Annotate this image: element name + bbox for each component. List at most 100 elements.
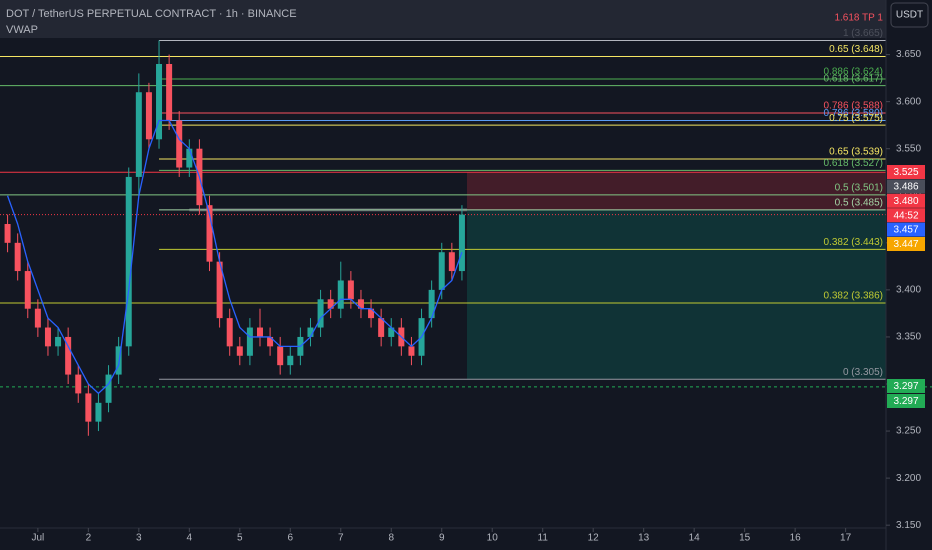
candle-body xyxy=(145,92,152,140)
candle-body xyxy=(317,299,324,328)
x-tick-label: 13 xyxy=(638,533,650,544)
price-tag xyxy=(887,165,925,179)
x-tick-label: 16 xyxy=(790,533,802,544)
currency-button-label[interactable]: USDT xyxy=(896,10,923,21)
y-tick-label: 3.200 xyxy=(896,473,921,484)
candle-body xyxy=(236,346,243,356)
candle-body xyxy=(105,374,112,403)
candle-body xyxy=(368,308,375,319)
candle-body xyxy=(267,336,274,347)
candle-body xyxy=(428,289,435,319)
top-note: 1.618 TP 1 xyxy=(834,13,883,24)
x-tick-label: 2 xyxy=(86,533,92,544)
candle-body xyxy=(256,327,263,337)
price-tag-label: 3.457 xyxy=(893,225,918,236)
fib-label: 0 (3.305) xyxy=(843,367,883,378)
x-tick-label: 17 xyxy=(840,533,852,544)
candle-body xyxy=(14,242,21,272)
y-tick-label: 3.400 xyxy=(896,285,921,296)
fib-label: 0.618 (3.527) xyxy=(824,158,884,169)
candle-body xyxy=(347,280,354,300)
x-tick-label: 10 xyxy=(487,533,499,544)
candle-body xyxy=(55,336,62,347)
fib-label: 0.65 (3.648) xyxy=(829,44,883,55)
fib-label: 0.786 (3.580) xyxy=(824,108,884,119)
x-tick-label: 4 xyxy=(187,533,193,544)
fib-label: 0.5 (3.485) xyxy=(835,198,883,209)
x-tick-label: 14 xyxy=(689,533,701,544)
candle-body xyxy=(246,327,253,356)
indicator-label: VWAP xyxy=(6,24,38,36)
candle-body xyxy=(34,308,41,328)
price-tag-label: 3.297 xyxy=(893,381,918,392)
candle-body xyxy=(458,214,465,272)
fib-label: 0.75 (3.575) xyxy=(829,113,883,124)
fib-label: 0.5 (3.501) xyxy=(835,182,883,193)
y-tick-label: 3.250 xyxy=(896,426,921,437)
fib-label: 0.65 (3.539) xyxy=(829,147,883,158)
candle-body xyxy=(307,327,314,337)
candle-body xyxy=(65,336,72,375)
x-tick-label: 8 xyxy=(388,533,394,544)
candle-body xyxy=(357,299,364,309)
candle-body xyxy=(388,327,395,337)
candle-body xyxy=(438,252,445,290)
price-tag xyxy=(887,379,925,393)
price-tag xyxy=(887,222,925,237)
price-tag xyxy=(887,193,925,208)
candle-body xyxy=(216,261,223,319)
price-tag xyxy=(887,237,925,251)
fib-label: 0.382 (3.443) xyxy=(824,237,884,248)
candle-body xyxy=(44,327,51,347)
fib-label: 0.618 (3.617) xyxy=(824,73,884,84)
stop-zone xyxy=(466,172,886,210)
candle-body xyxy=(206,205,213,262)
candle-body xyxy=(287,355,294,366)
price-tag xyxy=(887,394,925,408)
x-tick-label: 6 xyxy=(288,533,294,544)
y-tick-label: 3.550 xyxy=(896,143,921,154)
chart-title: DOT / TetherUS PERPETUAL CONTRACT · 1h ·… xyxy=(6,8,297,20)
candle-body xyxy=(24,271,31,309)
candle-body xyxy=(277,346,284,366)
price-tag-label: 3.480 xyxy=(893,196,918,207)
x-tick-label: 7 xyxy=(338,533,344,544)
candle-body xyxy=(327,299,334,309)
candle-body xyxy=(85,393,92,422)
candle-body xyxy=(95,402,102,422)
currency-button[interactable] xyxy=(890,2,929,28)
price-tag xyxy=(887,208,925,223)
x-tick-label: 5 xyxy=(237,533,243,544)
candle-body xyxy=(378,318,385,337)
fib-label: 0.382 (3.386) xyxy=(824,291,884,302)
y-tick-label: 3.600 xyxy=(896,96,921,107)
x-tick-label: 15 xyxy=(739,533,751,544)
price-tag-label: 3.297 xyxy=(893,396,918,407)
fib-label: 0.886 (3.624) xyxy=(824,67,884,78)
x-tick-label: Jul xyxy=(31,533,44,544)
price-tag-label: 3.525 xyxy=(893,167,918,178)
candle-body xyxy=(4,224,11,243)
candle-body xyxy=(186,148,193,168)
y-tick-label: 3.150 xyxy=(896,520,921,531)
price-tag-label: 3.447 xyxy=(893,239,918,250)
candle-body xyxy=(156,64,163,140)
target-zone xyxy=(466,209,886,380)
price-tag-label: 44:52 xyxy=(893,210,918,221)
candle-body xyxy=(448,252,455,272)
x-tick-label: 11 xyxy=(538,533,549,544)
candle-body xyxy=(166,64,173,121)
price-tag xyxy=(887,179,925,194)
vwap-line xyxy=(6,119,463,395)
price-tag-label: 3.486 xyxy=(893,182,918,193)
y-tick-label: 3.650 xyxy=(896,49,921,60)
x-tick-label: 3 xyxy=(136,533,142,544)
candle-body xyxy=(176,120,183,168)
candle-body xyxy=(75,374,82,394)
header-bar xyxy=(0,0,886,38)
candle-body xyxy=(408,346,415,356)
y-tick-label: 3.350 xyxy=(896,332,921,343)
candle-body xyxy=(226,318,233,347)
